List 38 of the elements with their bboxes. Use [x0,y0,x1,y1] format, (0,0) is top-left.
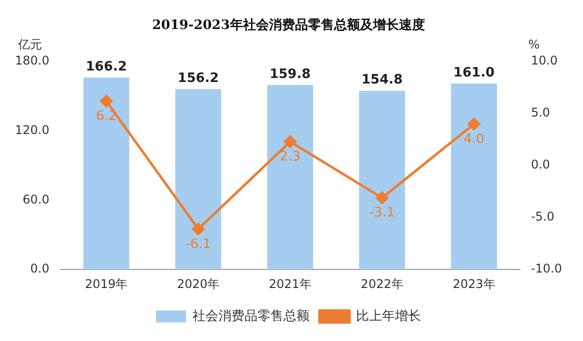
bar [175,89,222,270]
point [192,222,204,236]
y-tick-label: 120.0 [14,123,50,138]
x-tick-label: 2020年 [176,276,220,291]
y-tick-label: 180.0 [14,54,50,68]
y2-tick-label: -10.0 [530,262,562,276]
point [284,135,296,148]
data-label: 159.8 [270,66,311,82]
data-label: -3.1 [369,206,395,221]
bar [83,78,130,270]
chart-title: 2019-2023年社会消费品零售总额及增长速度 [152,17,425,34]
data-label: 4.0 [464,132,484,147]
data-label: -6.1 [186,236,211,252]
x-tick-label: 2022年 [360,276,404,291]
y2-tick-label: 0.0 [530,158,550,172]
y2-axis-title: % [528,38,540,52]
x-tick-label: 2021年 [268,276,312,291]
x-tick-label: 2019年 [85,276,128,291]
legend-label: 社会消费品零售总额 [192,308,310,324]
data-label: 154.8 [362,72,403,88]
bar [267,84,314,270]
data-label: 156.2 [178,70,219,86]
x-tick-label: 2023年 [452,276,496,291]
point [100,94,113,108]
point [376,192,388,204]
y-tick-label: 0.0 [30,262,50,276]
data-label: 166.2 [86,59,127,74]
data-label: 2.3 [280,150,300,165]
bar [359,90,406,270]
y-tick-label: 60.0 [22,192,50,206]
point [468,118,480,130]
y2-tick-label: 5.0 [530,106,550,120]
legend-label: 比上年增长 [356,308,421,324]
y-axis-title: 亿元 [17,38,42,52]
data-label: 161.0 [453,65,495,80]
y2-tick-label: 10.0 [530,54,558,68]
y2-tick-label: -5.0 [530,210,554,224]
bar [451,84,497,270]
